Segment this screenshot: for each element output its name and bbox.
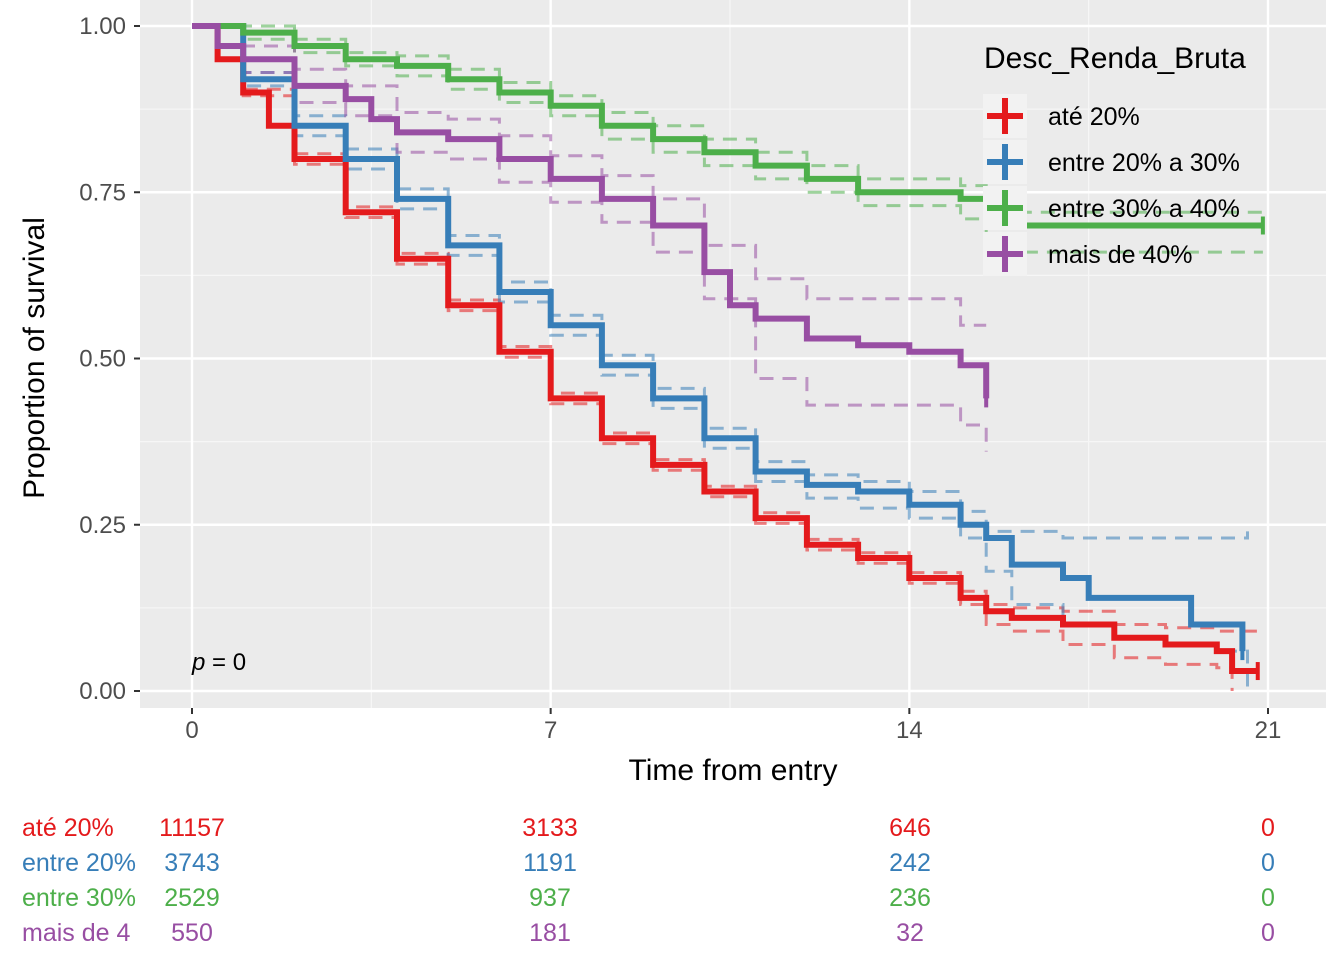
risk-value: 0 <box>1261 919 1275 947</box>
risk-value: 1191 <box>523 849 577 877</box>
risk-value: 0 <box>1261 849 1275 877</box>
y-tick-label: 0.75 <box>79 179 126 206</box>
x-axis-title: Time from entry <box>629 754 838 787</box>
risk-row-label: até 20% <box>22 814 114 842</box>
risk-value: 32 <box>896 919 924 947</box>
risk-value: 937 <box>529 884 571 912</box>
risk-value: 11157 <box>159 814 225 842</box>
risk-value: 2529 <box>164 884 220 912</box>
survival-lines <box>192 23 1265 681</box>
risk-value: 550 <box>171 919 213 947</box>
legend-label: entre 30% a 40% <box>1048 195 1240 223</box>
ci-upper-2 <box>192 24 1263 214</box>
legend: Desc_Renda_Bruta até 20% entre 20% a 30% e… <box>983 42 1246 276</box>
legend-label: entre 20% a 30% <box>1048 149 1240 177</box>
x-tick-label: 14 <box>896 717 923 744</box>
y-tick-label: 1.00 <box>79 13 126 40</box>
risk-row-label: entre 20% <box>22 849 136 877</box>
y-tick-label: 0.00 <box>79 678 126 705</box>
ci-upper-1 <box>192 24 1249 540</box>
survival-line-2 <box>192 23 1263 229</box>
risk-value: 3133 <box>522 814 578 842</box>
x-tick-label: 0 <box>185 717 198 744</box>
axes: 0 7 14 21 0.00 0.25 0.50 0.75 1.00 <box>79 13 1281 744</box>
survival-line-3 <box>192 23 990 399</box>
ci-lower-0 <box>192 24 1234 691</box>
risk-value: 242 <box>889 849 931 877</box>
y-tick-label: 0.50 <box>79 346 126 373</box>
ci-lower-3 <box>192 24 988 452</box>
ci-upper-3 <box>192 24 987 327</box>
y-tick-label: 0.25 <box>79 512 126 539</box>
risk-value: 181 <box>529 919 571 947</box>
survival-line-0 <box>192 23 1258 674</box>
survival-line-1 <box>192 23 1246 652</box>
risk-value: 3743 <box>164 849 220 877</box>
x-tick-label: 21 <box>1255 717 1282 744</box>
risk-row-label: entre 30% <box>22 884 136 912</box>
risk-table: até 20% 11157 3133 646 0 entre 20% 3743 1191 242… <box>22 814 1275 947</box>
x-tick-label: 7 <box>544 717 557 744</box>
risk-value: 0 <box>1261 814 1275 842</box>
risk-value: 0 <box>1261 884 1275 912</box>
risk-row-label: mais de 4 <box>22 919 130 947</box>
risk-value: 236 <box>889 884 931 912</box>
legend-label: até 20% <box>1048 103 1140 131</box>
y-axis-title: Proportion of survival <box>18 217 51 499</box>
legend-title: Desc_Renda_Bruta <box>984 42 1246 75</box>
risk-value: 646 <box>889 814 931 842</box>
legend-label: mais de 40% <box>1048 241 1193 269</box>
p-value: p = 0 <box>191 649 246 676</box>
plot-panel <box>140 0 1326 708</box>
